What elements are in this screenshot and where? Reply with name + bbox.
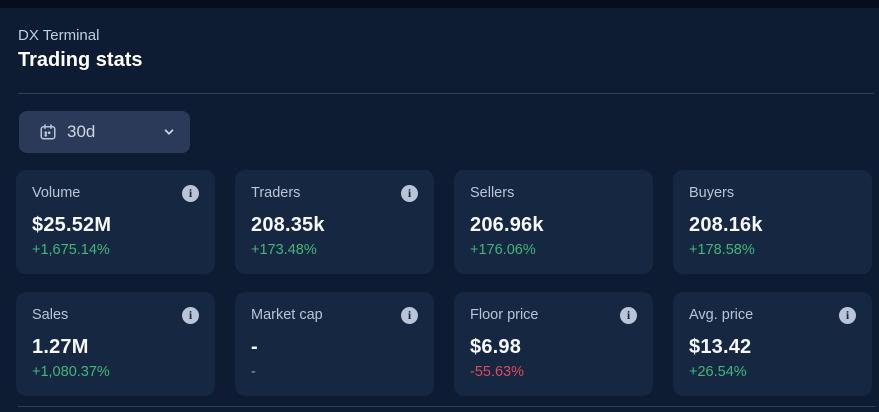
card-change: +1,080.37%: [32, 364, 110, 380]
stat-card-traders: Traders i 208.35k +173.48%: [235, 170, 434, 274]
card-label: Sales: [32, 307, 69, 323]
card-change: +26.54%: [689, 364, 747, 380]
stat-card-volume: Volume i $25.52M +1,675.14%: [16, 170, 215, 274]
stats-grid: Volume i $25.52M +1,675.14% Traders i 20…: [16, 170, 872, 396]
card-label: Market cap: [251, 307, 323, 323]
info-icon[interactable]: i: [839, 306, 856, 324]
card-value: 208.16k: [689, 214, 763, 236]
card-label: Buyers: [689, 185, 735, 201]
card-label: Traders: [251, 185, 301, 201]
stat-card-market-cap: Market cap i - -: [235, 292, 434, 396]
stat-card-avg-price: Avg. price i $13.42 +26.54%: [673, 292, 872, 396]
bottom-divider: [18, 406, 875, 407]
stat-card-sales: Sales i 1.27M +1,080.37%: [16, 292, 215, 396]
card-label: Floor price: [470, 307, 539, 323]
card-label: Sellers: [470, 185, 515, 201]
header-divider: [18, 93, 874, 94]
info-icon[interactable]: i: [182, 184, 199, 202]
card-value: -: [251, 336, 258, 358]
info-icon[interactable]: i: [401, 306, 418, 324]
info-icon[interactable]: i: [620, 306, 637, 324]
period-selected-value: 30d: [67, 122, 96, 141]
card-change: +173.48%: [251, 242, 317, 258]
stat-card-buyers: Buyers i 208.16k +178.58%: [673, 170, 872, 274]
card-change: -55.63%: [470, 364, 525, 380]
card-change: +1,675.14%: [32, 242, 110, 258]
card-value: 206.96k: [470, 214, 544, 236]
card-value: $25.52M: [32, 214, 112, 236]
stat-card-floor-price: Floor price i $6.98 -55.63%: [454, 292, 653, 396]
card-value: 208.35k: [251, 214, 325, 236]
info-icon[interactable]: i: [401, 184, 418, 202]
card-change: +176.06%: [470, 242, 536, 258]
app-name: DX Terminal: [18, 27, 100, 44]
page-title: Trading stats: [18, 49, 143, 71]
card-label: Avg. price: [689, 307, 754, 323]
filter-row: 30d: [19, 111, 879, 153]
card-value: 1.27M: [32, 336, 89, 358]
card-change: -: [251, 364, 256, 380]
card-change: +178.58%: [689, 242, 755, 258]
top-strip: [0, 0, 879, 8]
page-header: DX Terminal Trading stats: [0, 8, 879, 73]
card-value: $6.98: [470, 336, 522, 358]
calendar-icon: [39, 123, 57, 141]
stat-card-sellers: Sellers i 206.96k +176.06%: [454, 170, 653, 274]
info-icon[interactable]: i: [182, 306, 199, 324]
chevron-down-icon: [162, 125, 176, 139]
card-label: Volume: [32, 185, 81, 201]
card-value: $13.42: [689, 336, 752, 358]
period-dropdown[interactable]: 30d: [19, 111, 190, 153]
